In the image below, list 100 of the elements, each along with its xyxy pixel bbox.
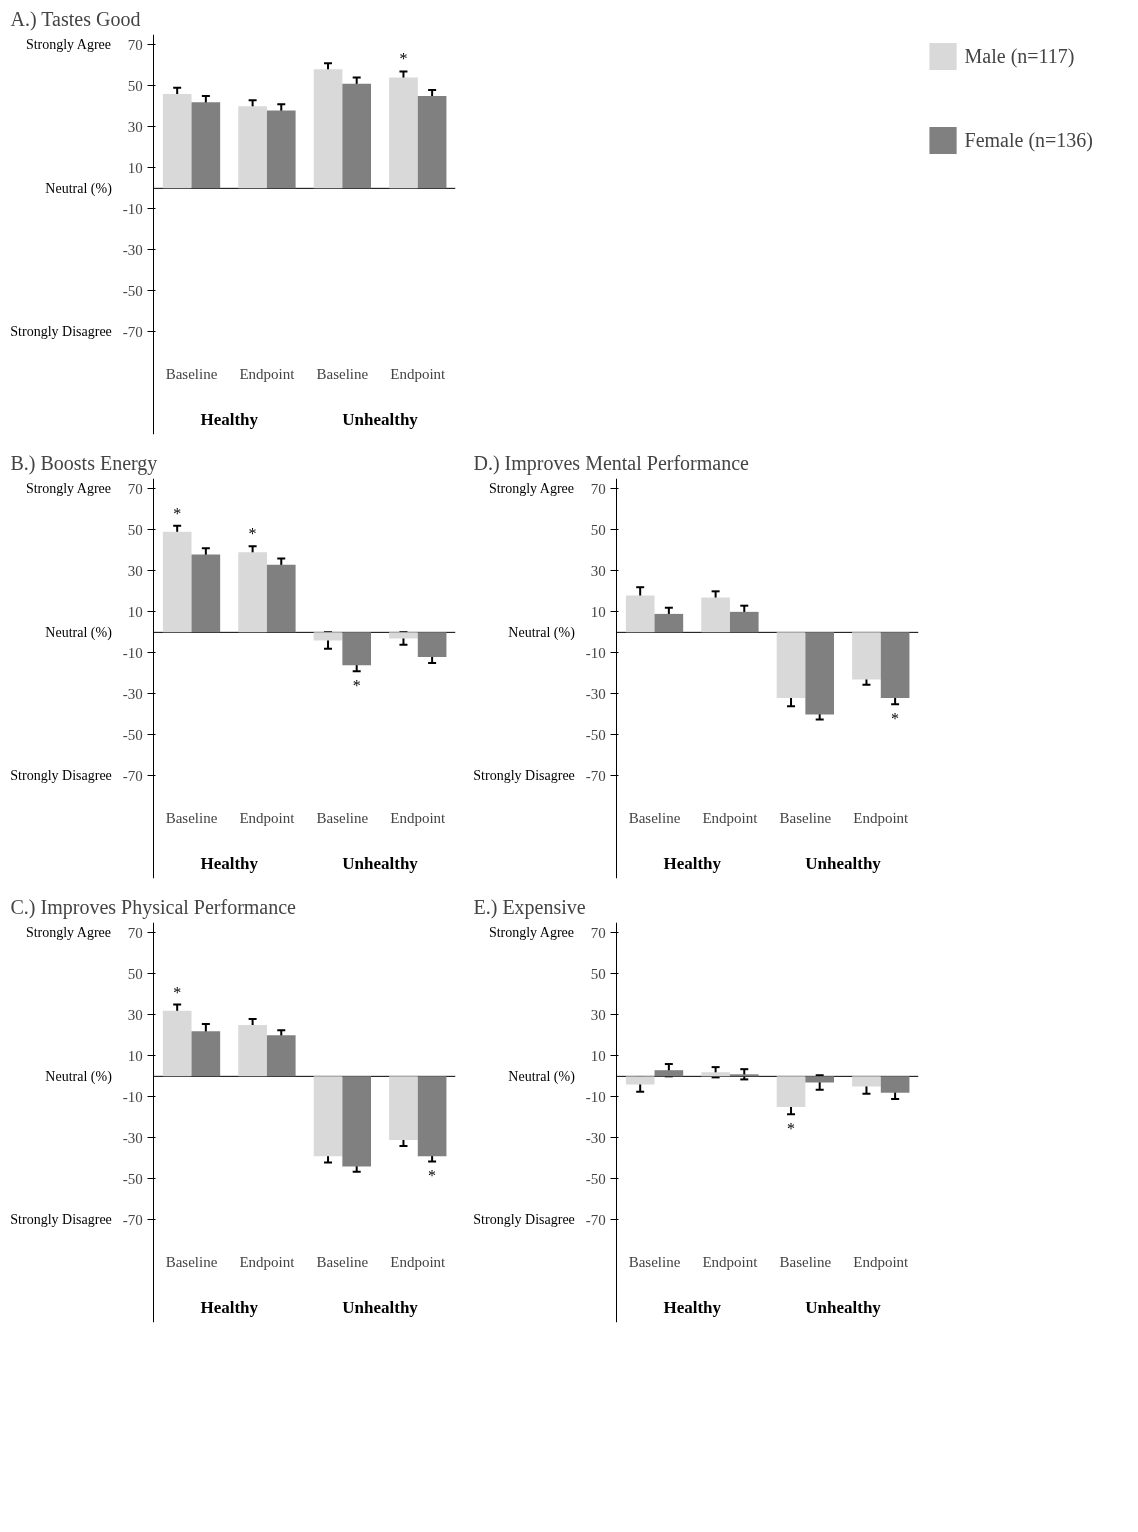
x-tick-label: Endpoint	[390, 1253, 447, 1270]
legend-label: Female (n=136)	[964, 128, 1093, 152]
x-tick-label: Endpoint	[390, 365, 447, 382]
bar	[238, 1025, 267, 1077]
y-tick-label: -50	[585, 726, 606, 743]
bar	[805, 632, 835, 715]
bar	[313, 632, 343, 641]
y-tick-label: -70	[122, 767, 143, 784]
bar	[162, 93, 192, 189]
x-tick-label: Baseline	[165, 365, 218, 382]
text: Neutral (%)	[45, 180, 113, 197]
bar	[313, 69, 343, 189]
x-tick-label: Endpoint	[853, 809, 910, 826]
bar	[389, 632, 418, 639]
text: Strongly Agree	[25, 481, 112, 497]
bar	[313, 1076, 343, 1157]
data-label: *	[173, 504, 182, 522]
bar	[191, 102, 221, 189]
x-tick-label: Baseline	[165, 1253, 218, 1270]
bar	[729, 611, 759, 633]
annotation: Unhealthy	[805, 1297, 882, 1317]
data-label: *	[399, 50, 408, 68]
bar	[417, 96, 447, 189]
annotation: Healthy	[663, 1297, 722, 1317]
y-tick-label: -70	[585, 767, 606, 784]
text: Strongly Disagree	[10, 768, 112, 784]
bar	[266, 110, 296, 189]
y-tick-label: 50	[590, 521, 606, 538]
legend-label: Male (n=117)	[964, 44, 1075, 68]
y-tick-label: -70	[122, 323, 143, 340]
text: Strongly Agree	[488, 481, 575, 497]
bar	[776, 632, 806, 698]
bar	[417, 632, 447, 657]
bar	[852, 632, 881, 680]
text: Neutral (%)	[45, 624, 113, 641]
y-tick-label: -50	[585, 1170, 606, 1187]
bar	[880, 632, 910, 698]
bar	[266, 564, 296, 633]
annotation: Unhealthy	[342, 853, 419, 873]
data-label: *	[352, 677, 361, 695]
bar	[805, 1076, 835, 1083]
bar	[238, 106, 267, 189]
bar	[191, 1031, 221, 1077]
bar	[417, 1076, 447, 1157]
x-tick-label: Endpoint	[702, 809, 759, 826]
chart-title: E.) Expensive	[473, 895, 586, 919]
x-tick-label: Endpoint	[853, 1253, 910, 1270]
y-tick-label: 10	[127, 603, 143, 620]
annotation: Healthy	[200, 853, 259, 873]
bar	[389, 1076, 418, 1140]
chart-title: C.) Improves Physical Performance	[10, 895, 297, 919]
bar	[342, 1076, 372, 1167]
bar	[654, 1070, 684, 1077]
y-tick-label: -10	[585, 1088, 606, 1105]
y-tick-label: 70	[590, 924, 606, 941]
bar	[162, 531, 192, 633]
bar	[389, 77, 418, 189]
y-tick-label: 70	[127, 36, 143, 53]
annotation: Unhealthy	[342, 409, 419, 429]
y-tick-label: 50	[590, 965, 606, 982]
y-tick-label: -50	[122, 1170, 143, 1187]
y-tick-label: -70	[585, 1211, 606, 1228]
y-tick-label: 50	[127, 77, 143, 94]
bar	[162, 1010, 192, 1077]
chart-title: D.) Improves Mental Performance	[473, 451, 750, 475]
y-tick-label: -30	[585, 1129, 606, 1146]
text: Neutral (%)	[508, 1068, 576, 1085]
y-tick-label: -30	[122, 241, 143, 258]
bar	[625, 1076, 655, 1085]
y-tick-label: 70	[127, 480, 143, 497]
y-tick-label: 30	[127, 1006, 143, 1023]
y-tick-label: 30	[590, 562, 606, 579]
data-label: *	[173, 983, 182, 1001]
bar	[342, 83, 372, 189]
y-tick-label: 50	[127, 521, 143, 538]
bar	[342, 632, 372, 666]
bar	[266, 1035, 296, 1077]
bar	[654, 613, 684, 633]
text: Strongly Agree	[25, 37, 112, 53]
y-tick-label: -10	[122, 1088, 143, 1105]
chart-title: B.) Boosts Energy	[10, 451, 158, 475]
x-tick-label: Baseline	[779, 1253, 832, 1270]
annotation: Healthy	[200, 1297, 259, 1317]
data-label: *	[787, 1120, 796, 1138]
annotation: Healthy	[663, 853, 722, 873]
text: Strongly Disagree	[473, 768, 575, 784]
y-tick-label: 10	[590, 603, 606, 620]
bar	[852, 1076, 881, 1087]
y-tick-label: 70	[127, 924, 143, 941]
data-label: *	[248, 525, 257, 543]
x-tick-label: Endpoint	[239, 809, 296, 826]
y-tick-label: -50	[122, 282, 143, 299]
x-tick-label: Baseline	[628, 1253, 681, 1270]
y-tick-label: -30	[122, 1129, 143, 1146]
bar	[701, 597, 730, 633]
x-tick-label: Baseline	[316, 365, 369, 382]
x-tick-label: Baseline	[316, 809, 369, 826]
bar	[701, 1072, 730, 1077]
y-tick-label: 30	[127, 118, 143, 135]
x-tick-label: Endpoint	[239, 1253, 296, 1270]
